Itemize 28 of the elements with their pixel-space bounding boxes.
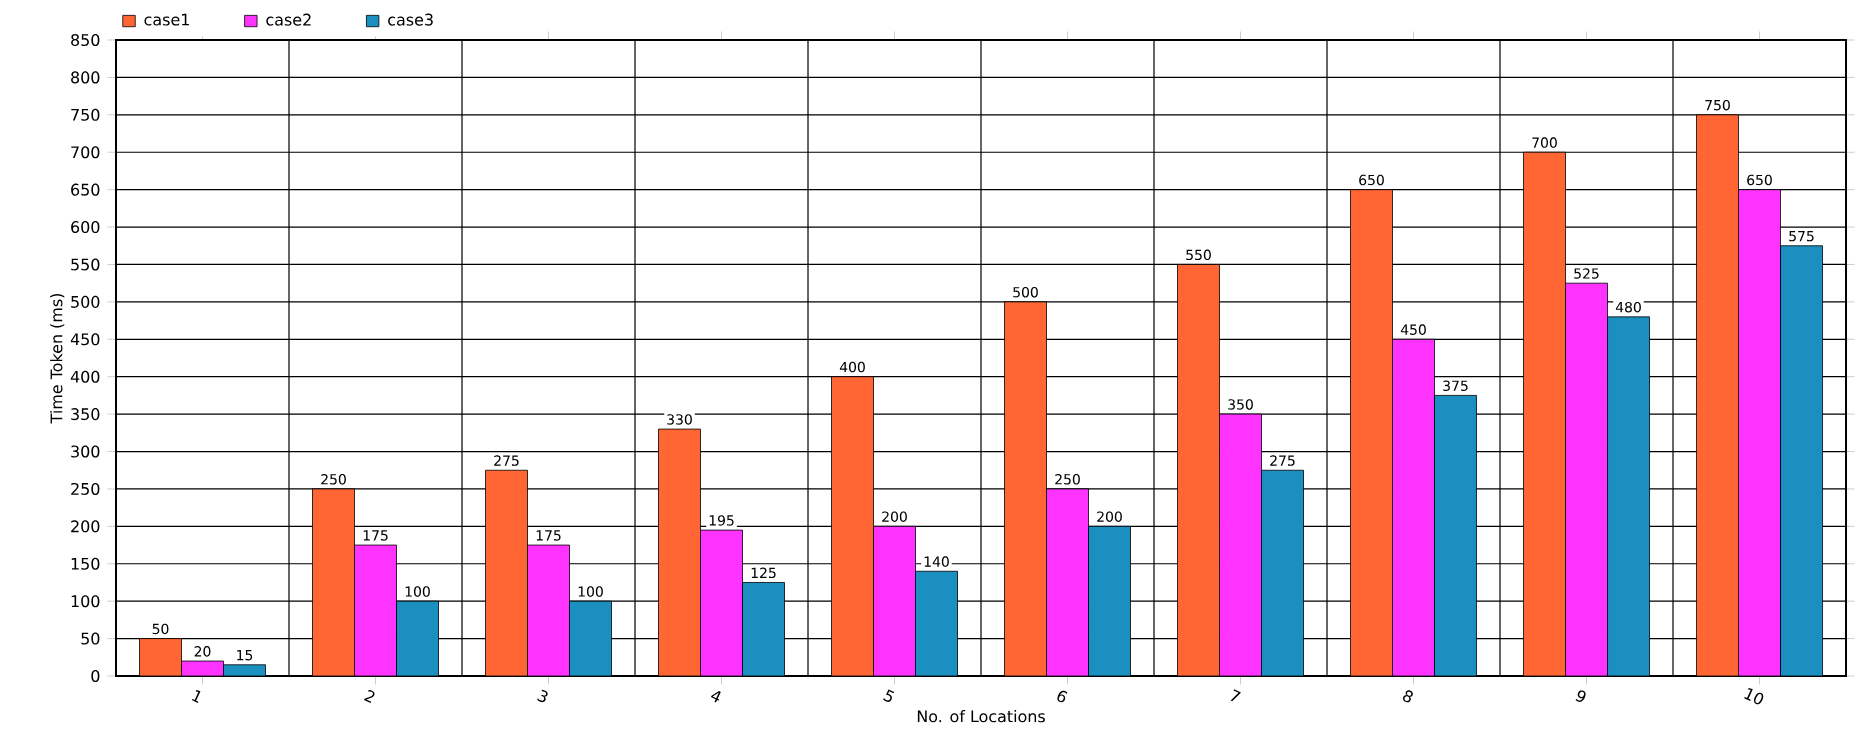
bar bbox=[1392, 338, 1435, 676]
bar bbox=[354, 544, 397, 676]
bar bbox=[658, 428, 701, 676]
bar bbox=[1696, 114, 1739, 676]
bar bbox=[831, 376, 874, 676]
bar bbox=[569, 600, 612, 676]
bar bbox=[1219, 413, 1262, 676]
bar bbox=[485, 469, 528, 676]
bar bbox=[1738, 189, 1781, 676]
bar bbox=[1004, 301, 1047, 676]
bar bbox=[527, 544, 570, 676]
bar bbox=[1088, 525, 1131, 676]
bar bbox=[915, 570, 958, 676]
bar bbox=[1607, 316, 1650, 676]
bar bbox=[1046, 488, 1089, 676]
bar bbox=[1177, 264, 1220, 676]
bar bbox=[873, 525, 916, 676]
bar bbox=[1523, 151, 1566, 676]
bar bbox=[1434, 395, 1477, 676]
bar bbox=[700, 529, 743, 676]
bar bbox=[1565, 282, 1608, 676]
bar bbox=[396, 600, 439, 676]
bar bbox=[312, 488, 355, 676]
bar bbox=[742, 582, 785, 676]
bar bbox=[1780, 245, 1823, 676]
bar bbox=[139, 638, 182, 676]
bar bbox=[1350, 189, 1393, 676]
bar bbox=[1261, 469, 1304, 676]
